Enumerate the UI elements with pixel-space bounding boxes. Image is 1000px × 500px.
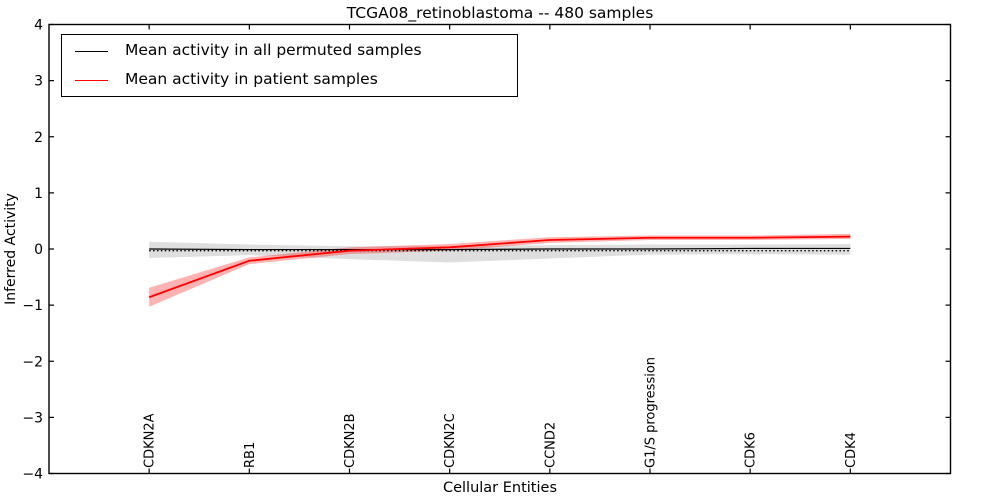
legend-item-patient: Mean activity in patient samples [62, 66, 517, 95]
x-tick-label: CDK4 [844, 432, 859, 468]
x-tick-label: CDK6 [744, 432, 759, 468]
y-tick-label: 3 [34, 74, 43, 90]
patient-confidence-band [149, 233, 851, 307]
legend-label-patient: Mean activity in patient samples [125, 70, 378, 89]
y-tick-label: 0 [34, 242, 43, 258]
y-tick-label: 1 [34, 186, 43, 202]
x-tick-label: CCND2 [543, 422, 558, 468]
y-tick-label: 2 [34, 130, 43, 146]
x-tick-label: CDKN2A [143, 413, 158, 468]
y-tick-label: −1 [22, 298, 43, 314]
permuted-line-sample-icon [75, 50, 108, 52]
x-tick-label: G1/S progression [644, 357, 659, 468]
x-tick-label: CDKN2C [443, 413, 458, 468]
permuted-confidence-band [149, 241, 851, 263]
x-axis-label: Cellular Entities [442, 480, 558, 496]
x-tick-label: RB1 [243, 442, 258, 468]
y-tick-label: −4 [22, 467, 43, 483]
legend: Mean activity in all permuted samples Me… [61, 34, 518, 97]
permuted-mean-line [149, 247, 851, 251]
plot-border [48, 23, 952, 475]
chart-title: TCGA08_retinoblastoma -- 480 samples [346, 4, 654, 22]
legend-item-permuted: Mean activity in all permuted samples [62, 37, 517, 66]
y-tick-label: 4 [34, 18, 43, 34]
patient-line-sample-icon [75, 79, 108, 81]
y-tick-label: −3 [22, 410, 43, 426]
y-tick-label: −2 [22, 354, 43, 370]
x-tick-label: CDKN2B [343, 413, 358, 468]
legend-label-permuted: Mean activity in all permuted samples [125, 41, 422, 60]
patient-mean-line [148, 235, 851, 299]
y-axis-label: Inferred Activity [3, 193, 19, 305]
